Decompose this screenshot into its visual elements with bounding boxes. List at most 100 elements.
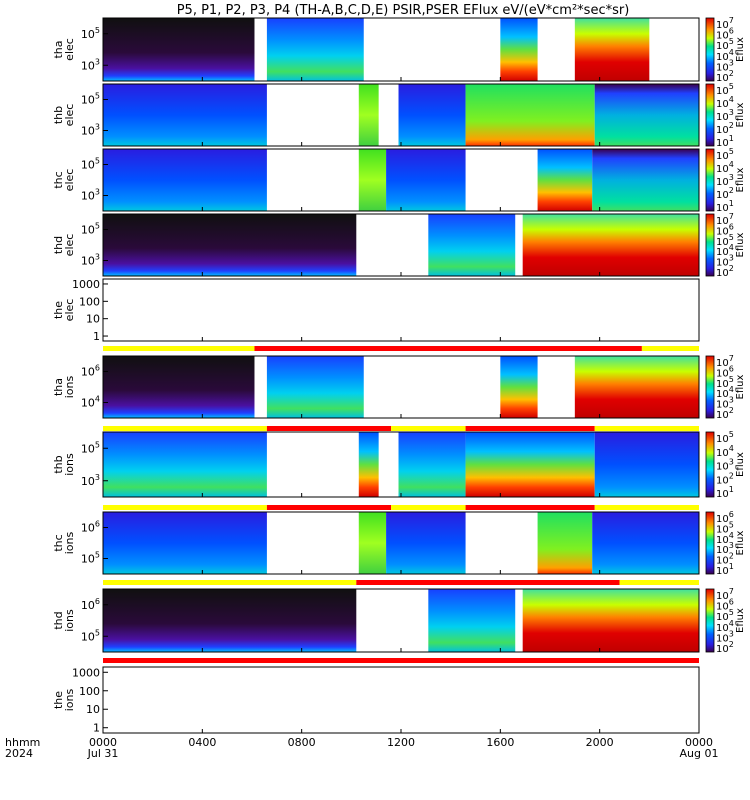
ylabel-species: elec xyxy=(63,234,76,257)
mode-bar-3 xyxy=(103,505,699,510)
colorbar-tick-label: 102 xyxy=(716,471,734,486)
heatmap-block xyxy=(103,512,267,574)
ylabel-species: ions xyxy=(63,453,76,476)
heatmap-block xyxy=(428,214,516,276)
y-tick-label: 100 xyxy=(79,685,100,698)
mode-bar-4 xyxy=(103,580,699,585)
mode-segment xyxy=(103,580,357,585)
x-date-label: Aug 01 xyxy=(680,747,719,760)
colorbar-label: Eflux xyxy=(735,530,746,555)
ylabel-species: elec xyxy=(63,299,76,322)
ylabel-probe: thb xyxy=(52,106,65,124)
colorbar-label: Eflux xyxy=(735,374,746,399)
mode-segment xyxy=(103,426,267,431)
heatmap-block xyxy=(103,18,255,81)
mode-bars xyxy=(103,346,699,663)
y-tick-label: 1000 xyxy=(72,278,100,291)
y-tick-label: 103 xyxy=(81,253,100,268)
heatmap-block xyxy=(465,84,595,146)
heatmap-block xyxy=(103,84,267,146)
ylabel-species: ions xyxy=(63,609,76,632)
heatmap-block xyxy=(522,214,699,276)
heatmap-block xyxy=(358,149,387,211)
x-tick-label: 1200 xyxy=(387,736,415,749)
heatmap-block xyxy=(266,18,364,81)
y-tick-label: 103 xyxy=(81,123,100,138)
colorbar-label: Eflux xyxy=(735,167,746,192)
mode-segment xyxy=(254,346,642,351)
ylabel-probe: the xyxy=(52,691,65,709)
colorbar xyxy=(705,17,715,82)
y-tick-label: 105 xyxy=(81,628,100,643)
ylabel-species: ions xyxy=(63,531,76,554)
colorbar-label: Eflux xyxy=(735,452,746,477)
y-tick-label: 1 xyxy=(93,722,100,735)
plot-title: P5, P1, P2, P3, P4 (TH-A,B,C,D,E) PSIR,P… xyxy=(177,3,630,18)
mode-segment xyxy=(266,505,392,510)
y-tick-label: 10 xyxy=(86,703,100,716)
panel-background xyxy=(103,279,699,341)
x-tick-label: 0000 xyxy=(89,736,117,749)
y-tick-label: 105 xyxy=(81,440,100,455)
colorbar-tick-label: 103 xyxy=(716,458,734,473)
colorbar-label: Eflux xyxy=(735,37,746,62)
mode-segment xyxy=(356,580,620,585)
y-tick-label: 105 xyxy=(81,222,100,237)
heatmap-block xyxy=(594,84,699,146)
mode-segment xyxy=(103,505,267,510)
ylabel-probe: thb xyxy=(52,455,65,473)
colorbar xyxy=(705,588,715,653)
mode-segment xyxy=(103,658,699,663)
mode-bar-5 xyxy=(103,658,699,663)
mode-segment xyxy=(103,346,255,351)
ylabel-species: ions xyxy=(63,375,76,398)
x-tick-label: 1600 xyxy=(486,736,514,749)
heatmap-block xyxy=(103,589,357,652)
ylabel-species: ions xyxy=(63,688,76,711)
ylabel-probe: thd xyxy=(52,236,65,254)
heatmap-block xyxy=(103,356,255,418)
mode-segment xyxy=(266,426,392,431)
colorbar-label: Eflux xyxy=(735,608,746,633)
heatmap-block xyxy=(103,432,267,497)
heatmap-block xyxy=(103,149,267,211)
x-tick-label: 2000 xyxy=(586,736,614,749)
mode-bar-1 xyxy=(103,346,699,351)
mode-segment xyxy=(391,505,466,510)
ylabel-probe: tha xyxy=(52,378,65,396)
colorbar xyxy=(705,148,715,212)
heatmap-block xyxy=(574,18,650,81)
mode-segment xyxy=(465,426,595,431)
colorbar-tick-label: 101 xyxy=(716,485,734,500)
y-tick-label: 103 xyxy=(81,473,100,488)
y-tick-label: 103 xyxy=(81,188,100,203)
y-tick-label: 10 xyxy=(86,313,100,326)
mode-segment xyxy=(391,426,466,431)
y-tick-label: 106 xyxy=(81,520,100,535)
x-row2-label: 2024 xyxy=(5,747,33,760)
x-tick-label: 0000 xyxy=(685,736,713,749)
heatmap-block xyxy=(386,512,466,574)
ylabel-probe: thd xyxy=(52,611,65,629)
ylabel-probe: tha xyxy=(52,40,65,58)
colorbar-label: Eflux xyxy=(735,232,746,257)
heatmap-block xyxy=(103,214,357,276)
y-tick-label: 105 xyxy=(81,551,100,566)
heatmap-block xyxy=(386,149,466,211)
colorbar xyxy=(705,213,715,277)
ylabel-probe: the xyxy=(52,301,65,319)
heatmap-block xyxy=(500,356,538,418)
x-row1-label: hhmm xyxy=(5,736,40,749)
mode-segment xyxy=(594,426,699,431)
colorbar-tick-label: 104 xyxy=(716,444,734,459)
y-tick-label: 105 xyxy=(81,26,100,41)
